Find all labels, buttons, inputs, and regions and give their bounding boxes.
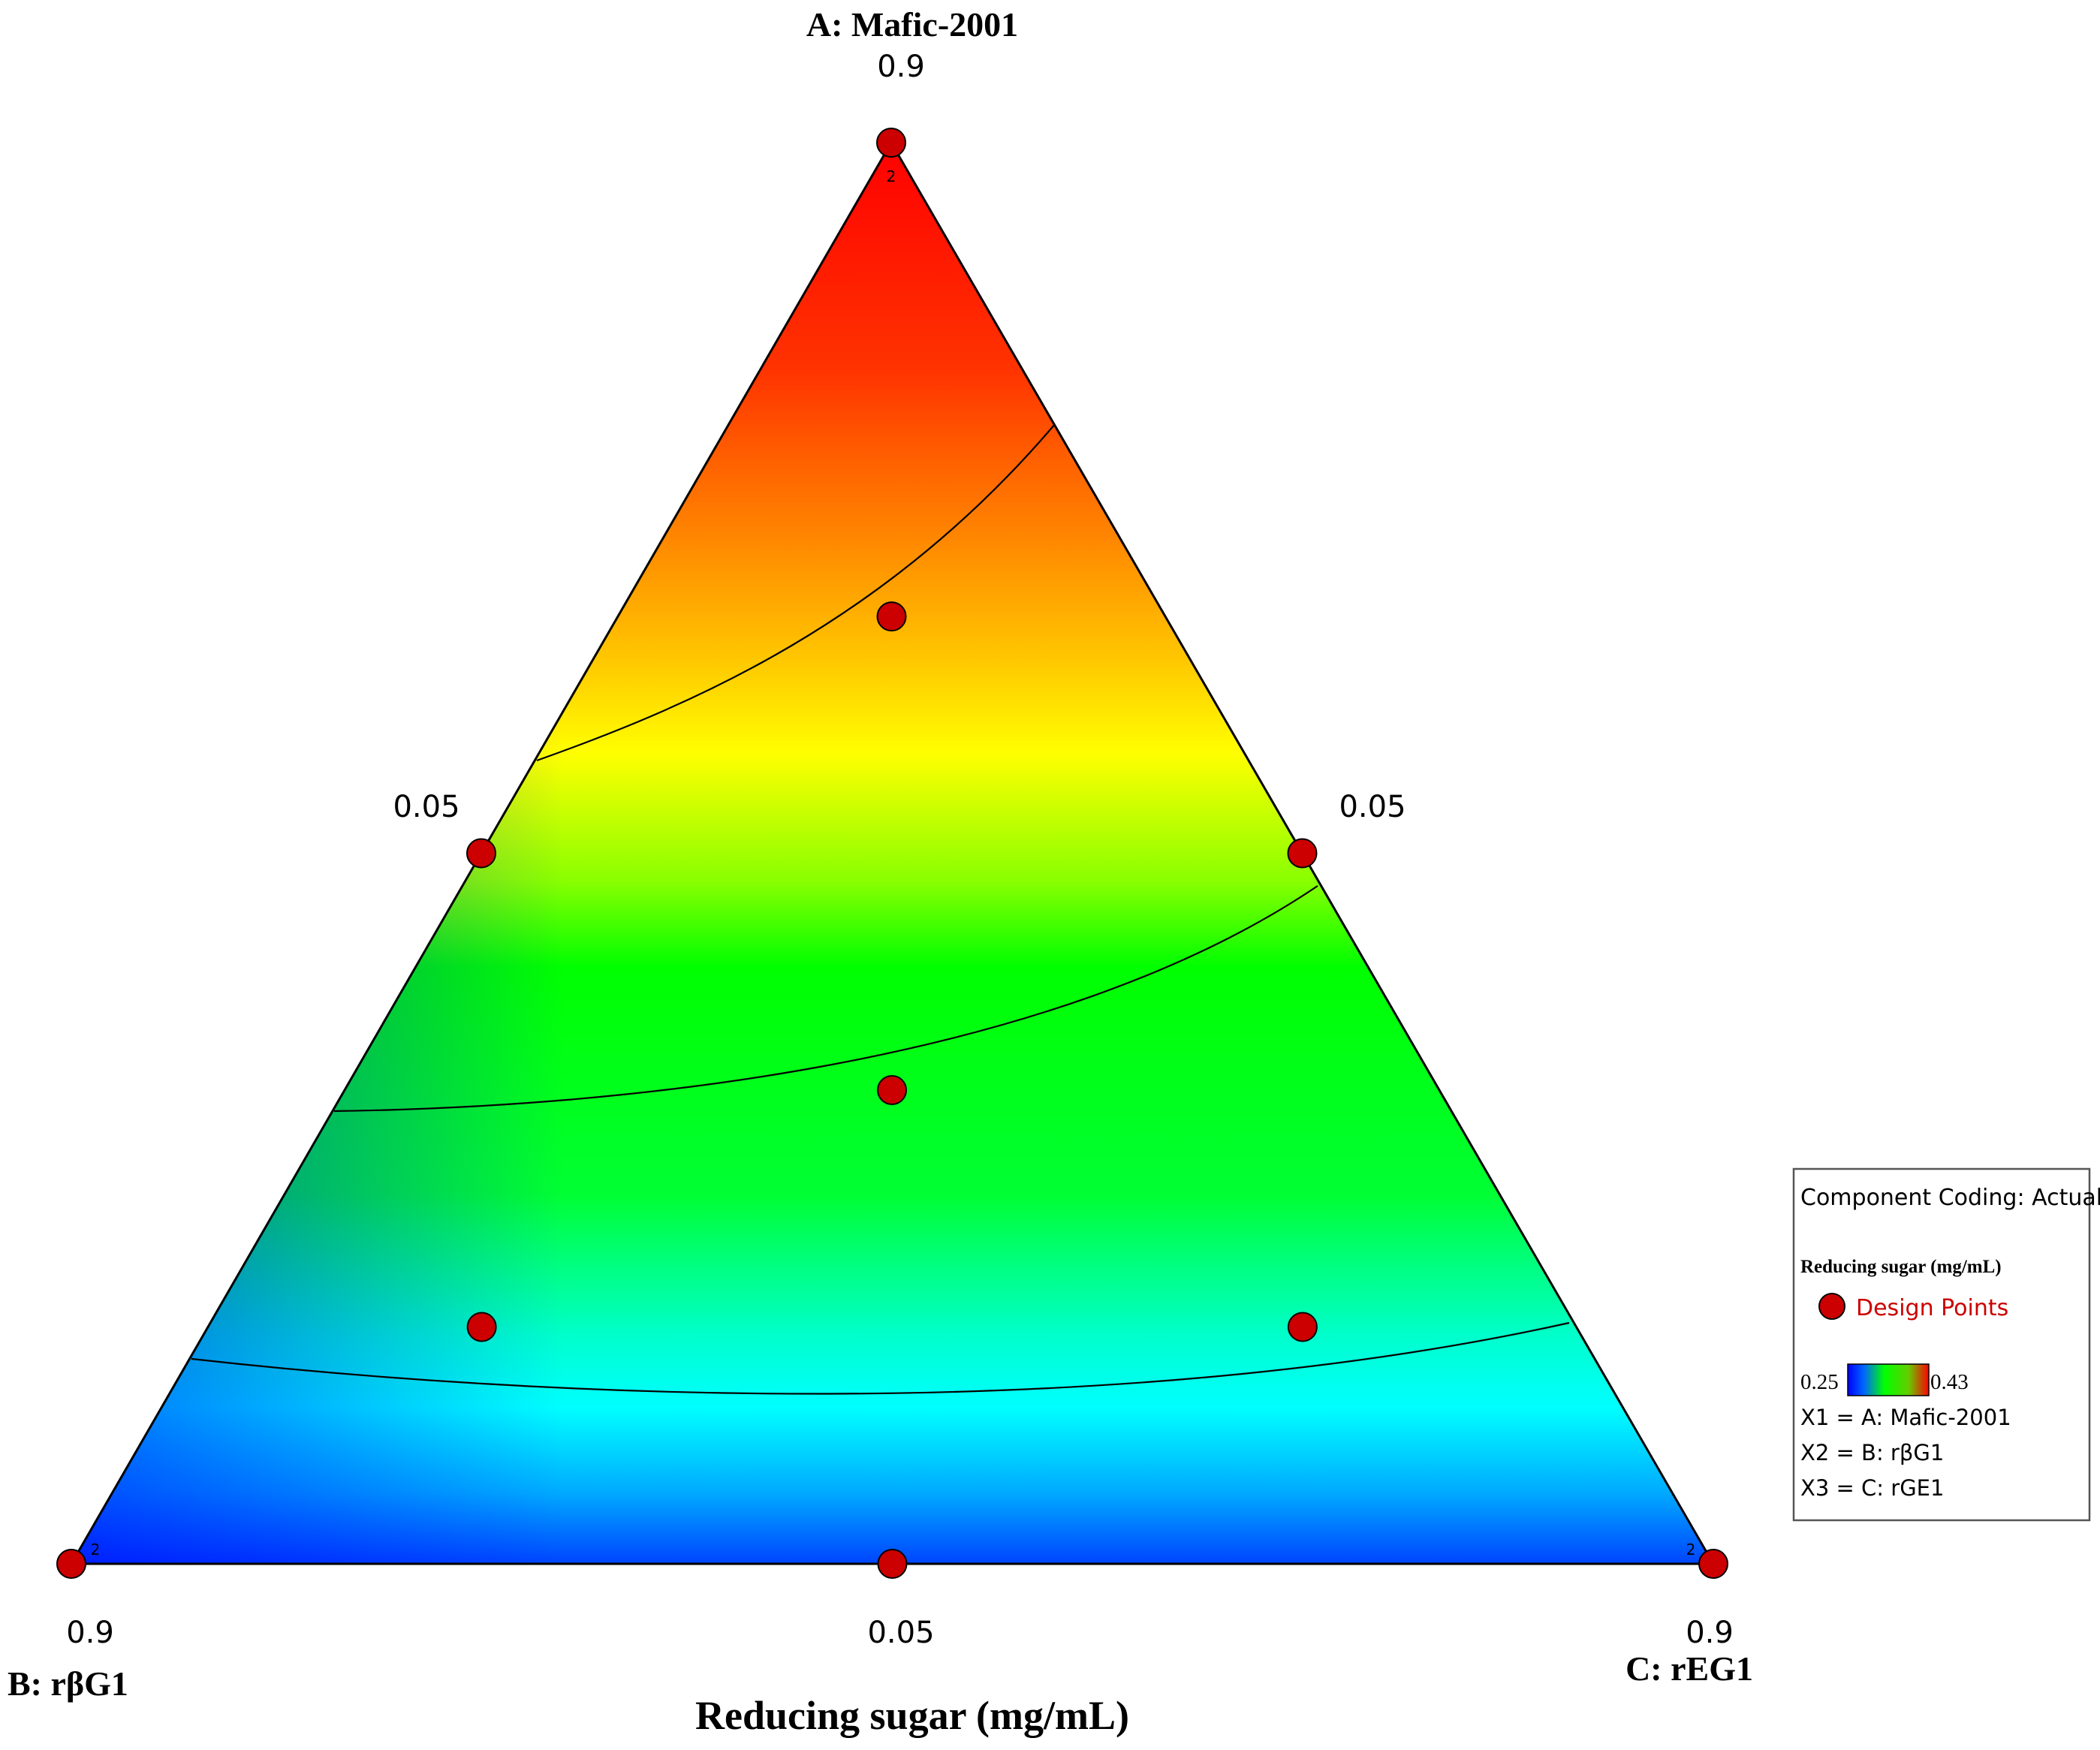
design-point xyxy=(1287,1312,1318,1342)
design-point xyxy=(56,1549,86,1579)
edge-tick-bottom: 0.05 xyxy=(867,1616,934,1650)
vertex-label-right: C: rEG1 xyxy=(1625,1649,1753,1688)
legend: Component Coding: Actual Reducing sugar … xyxy=(1792,1167,2100,1522)
contour-lines xyxy=(191,423,1570,1395)
contour-line xyxy=(191,1321,1570,1395)
design-points: 2 2 2 xyxy=(56,128,1728,1579)
replicate-label: 2 xyxy=(887,167,896,185)
design-point xyxy=(466,838,496,869)
edge-tick-left: 0.05 xyxy=(393,790,459,824)
legend-design-point-marker xyxy=(1818,1293,1845,1320)
vertex-label-left: B: rβG1 xyxy=(8,1664,128,1703)
contour-line xyxy=(333,885,1318,1113)
legend-color-scale xyxy=(1847,1363,1930,1396)
legend-x1: X1 = A: Mafic-2001 xyxy=(1800,1405,2011,1430)
contour-line xyxy=(536,423,1056,762)
edge-tick-right: 0.05 xyxy=(1339,790,1406,824)
vertex-tick-top: 0.9 xyxy=(877,50,925,84)
legend-response-title: Reducing sugar (mg/mL) xyxy=(1800,1257,2002,1277)
design-point xyxy=(466,1312,497,1342)
design-point xyxy=(876,601,907,632)
design-point xyxy=(1698,1549,1728,1579)
legend-design-points-label: Design Points xyxy=(1856,1295,2008,1321)
replicate-label: 2 xyxy=(91,1541,101,1559)
vertex-label-top: A: Mafic-2001 xyxy=(806,5,1018,44)
response-fill-shade xyxy=(71,143,1713,1564)
chart-title: Reducing sugar (mg/mL) xyxy=(695,1693,1129,1738)
legend-x2: X2 = B: rβG1 xyxy=(1800,1440,1944,1465)
legend-scale-min: 0.25 xyxy=(1800,1370,1839,1394)
design-point xyxy=(1287,838,1318,869)
legend-scale-max: 0.43 xyxy=(1930,1370,1969,1394)
legend-coding: Component Coding: Actual xyxy=(1800,1185,2100,1211)
legend-x3: X3 = C: rGE1 xyxy=(1800,1475,1944,1501)
design-point xyxy=(877,1549,908,1579)
legend-box xyxy=(1792,1167,2091,1522)
design-point xyxy=(876,128,906,158)
design-point xyxy=(877,1075,907,1105)
vertex-tick-right: 0.9 xyxy=(1686,1616,1734,1650)
vertex-tick-left: 0.9 xyxy=(66,1616,114,1650)
replicate-label: 2 xyxy=(1686,1541,1696,1559)
ternary-surface xyxy=(71,143,1713,1564)
